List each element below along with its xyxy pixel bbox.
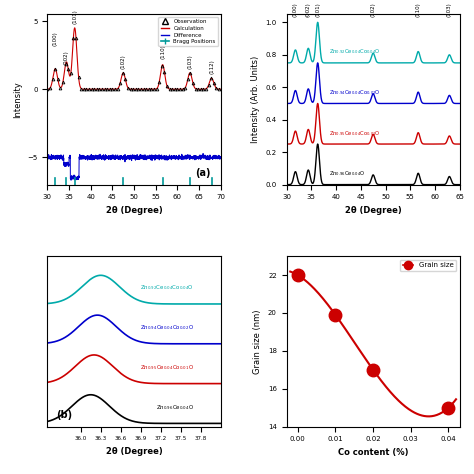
- Text: Zn$_{0.96}$Ce$_{0.04}$O: Zn$_{0.96}$Ce$_{0.04}$O: [328, 169, 365, 178]
- Text: Zn$_{0.95}$Ce$_{0.04}$Co$_{0.01}$O: Zn$_{0.95}$Ce$_{0.04}$Co$_{0.01}$O: [140, 363, 194, 372]
- Y-axis label: Intensity: Intensity: [13, 81, 22, 118]
- X-axis label: 2θ (Degree): 2θ (Degree): [106, 206, 163, 215]
- Legend: Observation, Calculation, Difference, Bragg Positions: Observation, Calculation, Difference, Br…: [158, 17, 218, 46]
- Text: (101): (101): [72, 9, 77, 24]
- Text: (103): (103): [187, 54, 192, 69]
- Text: Zn$_{0.95}$Ce$_{0.04}$Co$_{0.01}$O: Zn$_{0.95}$Ce$_{0.04}$Co$_{0.01}$O: [328, 128, 380, 137]
- Text: (101): (101): [315, 3, 320, 18]
- Y-axis label: Intensity (Arb. Units): Intensity (Arb. Units): [251, 56, 260, 143]
- Text: (002): (002): [64, 50, 69, 64]
- Text: Zn$_{0.96}$Ce$_{0.04}$O: Zn$_{0.96}$Ce$_{0.04}$O: [156, 403, 194, 412]
- Text: Zn$_{0.94}$Ce$_{0.04}$Co$_{0.02}$O: Zn$_{0.94}$Ce$_{0.04}$Co$_{0.02}$O: [328, 88, 380, 97]
- Text: (110): (110): [160, 45, 165, 59]
- Text: (100): (100): [53, 31, 58, 46]
- X-axis label: 2θ (Degree): 2θ (Degree): [106, 447, 163, 456]
- Text: (002): (002): [306, 3, 311, 18]
- Text: Zn$_{0.92}$Ce$_{0.04}$Co$_{0.04}$O: Zn$_{0.92}$Ce$_{0.04}$Co$_{0.04}$O: [328, 47, 380, 56]
- Text: (102): (102): [371, 3, 376, 18]
- Text: Zn$_{0.94}$Ce$_{0.04}$Co$_{0.02}$O: Zn$_{0.94}$Ce$_{0.04}$Co$_{0.02}$O: [140, 323, 194, 332]
- Text: (b): (b): [56, 410, 72, 420]
- Legend: Grain size: Grain size: [400, 260, 456, 271]
- Text: (a): (a): [195, 168, 210, 178]
- Text: (102): (102): [121, 54, 126, 69]
- Text: (110): (110): [416, 3, 421, 18]
- Y-axis label: Grain size (nm): Grain size (nm): [253, 309, 262, 374]
- X-axis label: 2θ (Degree): 2θ (Degree): [345, 206, 401, 215]
- Text: Zn$_{0.92}$Ce$_{0.04}$Co$_{0.04}$O: Zn$_{0.92}$Ce$_{0.04}$Co$_{0.04}$O: [140, 283, 194, 292]
- Text: (112): (112): [209, 59, 214, 74]
- X-axis label: Co content (%): Co content (%): [338, 448, 409, 457]
- Text: (103): (103): [447, 3, 452, 18]
- Text: (100): (100): [293, 3, 298, 18]
